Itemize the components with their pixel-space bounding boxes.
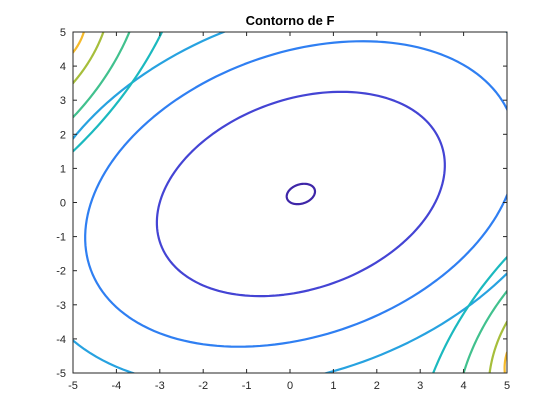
y-tick-label: -5: [56, 368, 66, 380]
y-tick-label: 3: [60, 95, 66, 107]
axes: -5 -4 -3 -2 -1 0 1 2 3 4 5 -5 -4 -3 -2 -1 0 1 2 3 4 5: [56, 27, 510, 392]
contour-level-8-bottom: [503, 351, 507, 373]
x-tick-label: -2: [198, 380, 208, 392]
chart-title: Contorno de F: [246, 13, 335, 28]
y-tick-label: 1: [60, 163, 66, 175]
contour-lines: [73, 32, 507, 373]
x-tick-label: -4: [112, 380, 122, 392]
x-tick-label: -1: [242, 380, 252, 392]
contour-level-7-top: [73, 32, 105, 85]
x-tick-label: 0: [287, 380, 293, 392]
y-tick-label: -3: [56, 300, 66, 312]
y-tick-label: 0: [60, 198, 66, 210]
x-tick-label: 4: [461, 380, 467, 392]
contour-level-6-bottom: [462, 290, 507, 373]
x-tick-label: 5: [504, 380, 510, 392]
y-tick-label: -2: [56, 266, 66, 278]
y-tick-label: 4: [60, 61, 66, 73]
y-tick-label: -1: [56, 232, 66, 244]
contour-level-1: [285, 182, 317, 206]
contour-level-2: [155, 90, 446, 298]
contour-level-8-top: [73, 32, 85, 54]
x-tick-label: -5: [68, 380, 78, 392]
contour-level-5-top: [73, 32, 164, 153]
x-tick-label: 1: [330, 380, 336, 392]
x-tick-label: -3: [155, 380, 165, 392]
x-tick-label: 3: [417, 380, 423, 392]
contour-level-7-bottom: [488, 320, 507, 373]
contour-level-5-bottom: [432, 255, 507, 373]
y-tick-label: 2: [60, 129, 66, 141]
contour-level-3: [84, 40, 507, 348]
y-tick-label: 5: [60, 27, 66, 39]
x-tick-label: 2: [374, 380, 380, 392]
contour-level-4: [73, 32, 507, 373]
contour-level-6-top: [73, 32, 131, 119]
y-tick-label: -4: [56, 334, 66, 346]
